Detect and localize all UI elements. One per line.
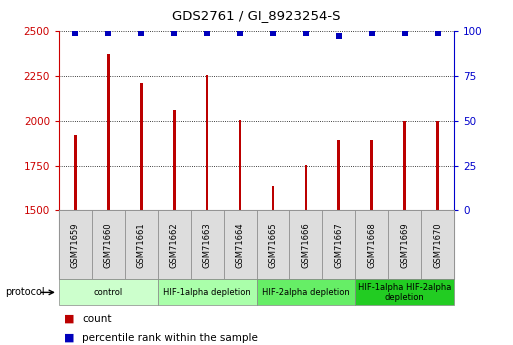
Text: GSM71664: GSM71664: [235, 222, 245, 268]
Bar: [92, 210, 125, 279]
Bar: [140, 83, 143, 210]
Text: HIF-1alpha HIF-2alpha
depletion: HIF-1alpha HIF-2alpha depletion: [358, 283, 451, 302]
Bar: [125, 210, 158, 279]
Bar: [158, 279, 256, 305]
Bar: [256, 210, 289, 279]
Point: [137, 30, 145, 36]
Bar: [74, 135, 77, 210]
Text: GSM71660: GSM71660: [104, 222, 113, 268]
Text: GSM71661: GSM71661: [137, 222, 146, 268]
Bar: [355, 279, 454, 305]
Point: [401, 30, 409, 36]
Point: [203, 30, 211, 36]
Text: GSM71663: GSM71663: [203, 222, 212, 268]
Bar: [59, 279, 158, 305]
Bar: [436, 121, 439, 210]
Bar: [239, 120, 241, 210]
Bar: [289, 210, 322, 279]
Bar: [388, 210, 421, 279]
Text: ■: ■: [64, 314, 74, 324]
Text: GSM71670: GSM71670: [433, 222, 442, 268]
Bar: [206, 75, 208, 210]
Bar: [322, 210, 355, 279]
Bar: [421, 210, 454, 279]
Bar: [370, 140, 373, 210]
Text: GSM71666: GSM71666: [301, 222, 310, 268]
Point: [368, 30, 376, 36]
Bar: [256, 279, 355, 305]
Text: GSM71665: GSM71665: [268, 222, 278, 268]
Bar: [403, 121, 406, 210]
Text: GSM71667: GSM71667: [334, 222, 343, 268]
Point: [334, 34, 343, 39]
Point: [269, 30, 277, 36]
Point: [236, 30, 244, 36]
Bar: [191, 210, 224, 279]
Text: control: control: [94, 288, 123, 297]
Bar: [272, 186, 274, 210]
Bar: [173, 110, 175, 210]
Point: [71, 30, 80, 36]
Bar: [158, 210, 191, 279]
Point: [104, 30, 112, 36]
Text: protocol: protocol: [5, 287, 45, 297]
Bar: [355, 210, 388, 279]
Point: [433, 30, 442, 36]
Text: GSM71662: GSM71662: [170, 222, 179, 268]
Text: count: count: [82, 314, 112, 324]
Bar: [338, 140, 340, 210]
Text: GSM71669: GSM71669: [400, 222, 409, 268]
Text: HIF-2alpha depletion: HIF-2alpha depletion: [262, 288, 350, 297]
Point: [302, 30, 310, 36]
Text: GDS2761 / GI_8923254-S: GDS2761 / GI_8923254-S: [172, 9, 341, 22]
Point: [170, 30, 179, 36]
Bar: [107, 55, 110, 210]
Text: ■: ■: [64, 333, 74, 343]
Bar: [59, 210, 92, 279]
Bar: [305, 165, 307, 210]
Bar: [224, 210, 256, 279]
Text: GSM71659: GSM71659: [71, 222, 80, 268]
Text: GSM71668: GSM71668: [367, 222, 376, 268]
Text: percentile rank within the sample: percentile rank within the sample: [82, 333, 258, 343]
Text: HIF-1alpha depletion: HIF-1alpha depletion: [163, 288, 251, 297]
